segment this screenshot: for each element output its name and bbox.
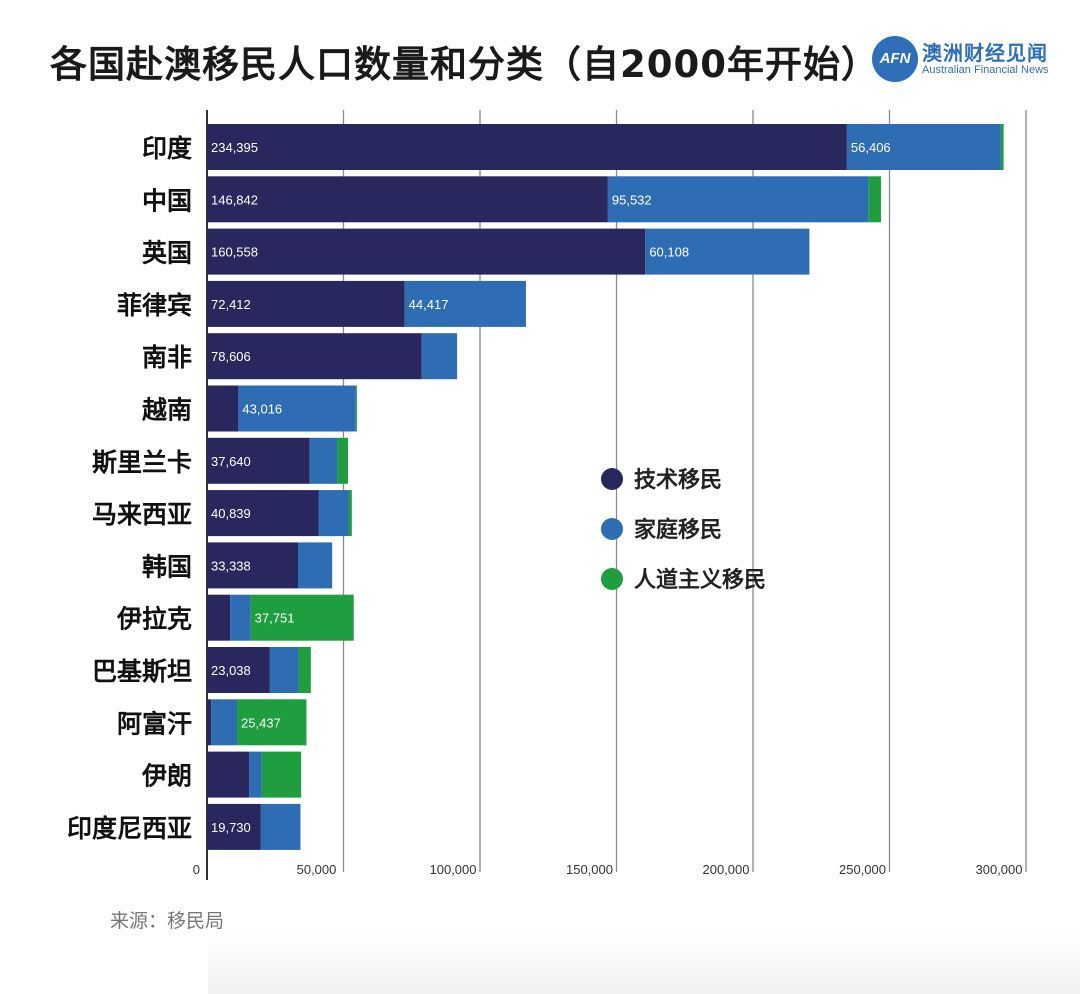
category-label: 马来西亚 xyxy=(92,500,192,529)
bar-segment xyxy=(645,228,810,275)
bar-segment xyxy=(230,594,251,641)
bar-segment xyxy=(318,490,349,537)
x-tick-label: 50,000 xyxy=(297,862,337,877)
bar-segment xyxy=(309,437,338,484)
bottom-background xyxy=(208,930,1080,994)
category-label: 印度 xyxy=(142,134,192,163)
legend-marker xyxy=(601,468,623,490)
category-label: 菲律宾 xyxy=(117,291,192,320)
x-tick-label: 200,000 xyxy=(703,862,750,877)
data-label: 160,558 xyxy=(211,245,258,260)
bar-segment xyxy=(207,228,646,275)
data-label: 25,437 xyxy=(241,715,281,730)
data-label: 72,412 xyxy=(211,297,251,312)
data-label: 234,395 xyxy=(211,140,258,155)
bar-segment xyxy=(207,751,250,798)
afn-logo: AFN 澳洲财经见闻 Australian Financial News xyxy=(872,36,1072,86)
logo-name-en: Australian Financial News xyxy=(922,64,1049,76)
data-label: 19,730 xyxy=(211,820,251,835)
bar-segment xyxy=(207,699,212,746)
x-tick-label: 300,000 xyxy=(976,862,1023,877)
bar-segment xyxy=(337,437,348,484)
category-label: 斯里兰卡 xyxy=(92,448,192,477)
legend-marker xyxy=(601,568,623,590)
bar-segment xyxy=(261,751,302,798)
bar-segment xyxy=(207,437,310,484)
bar-segment xyxy=(207,124,847,170)
data-label: 23,038 xyxy=(211,663,251,678)
x-tick-label: 150,000 xyxy=(566,862,613,877)
x-tick-label: 250,000 xyxy=(839,862,886,877)
data-label: 95,532 xyxy=(612,192,652,207)
legend-marker xyxy=(601,518,623,540)
bar-segment xyxy=(207,542,299,589)
category-label: 中国 xyxy=(142,186,192,215)
logo-name-cn: 澳洲财经见闻 xyxy=(922,41,1048,65)
data-label: 44,417 xyxy=(409,297,449,312)
data-label: 43,016 xyxy=(242,402,282,417)
afn-logo-icon: AFN xyxy=(872,36,918,82)
bar-segment xyxy=(269,647,299,693)
bar-segment xyxy=(298,647,311,693)
bar-segment xyxy=(207,647,270,693)
data-label: 56,406 xyxy=(851,140,891,155)
bar-segment xyxy=(846,124,1001,170)
category-label: 越南 xyxy=(142,396,192,425)
legend-label: 技术移民 xyxy=(634,467,722,493)
bar-segment xyxy=(298,542,333,589)
data-label: 37,640 xyxy=(211,454,251,469)
category-label: 英国 xyxy=(142,239,192,268)
x-tick-label: 0 xyxy=(193,862,200,877)
data-label: 33,338 xyxy=(211,558,251,573)
category-label: 韩国 xyxy=(142,552,192,581)
category-label: 南非 xyxy=(142,343,192,372)
bar-segment xyxy=(249,751,262,798)
source-note: 来源：移民局 xyxy=(110,910,225,932)
category-label: 伊朗 xyxy=(141,762,192,791)
data-label: 60,108 xyxy=(649,245,689,260)
bar-segment xyxy=(207,490,319,537)
data-label: 37,751 xyxy=(255,611,295,626)
bar-segment xyxy=(421,333,458,380)
data-label: 78,606 xyxy=(211,349,251,364)
legend-label: 人道主义移民 xyxy=(634,567,766,593)
category-label: 阿富汗 xyxy=(117,709,192,738)
bar-segment xyxy=(237,699,307,746)
data-label: 40,839 xyxy=(211,506,251,521)
bar-segment xyxy=(404,280,526,327)
bar-segment xyxy=(207,385,239,432)
bar-segment xyxy=(207,594,231,641)
data-label: 146,842 xyxy=(211,192,258,207)
bar-segment xyxy=(607,176,869,223)
category-label: 伊拉克 xyxy=(116,605,192,634)
bar-segment xyxy=(211,699,238,746)
bar-segment xyxy=(207,176,608,223)
bar-segment xyxy=(238,385,356,432)
bar-segment xyxy=(868,176,881,223)
category-label: 巴基斯坦 xyxy=(92,657,192,686)
bar-segment xyxy=(355,385,357,432)
bar-segment xyxy=(207,803,261,850)
bar-segment xyxy=(250,594,354,641)
x-tick-label: 100,000 xyxy=(430,862,477,877)
chart-title: 各国赴澳移民人口数量和分类（自2000年开始） xyxy=(50,43,879,86)
bar-segment xyxy=(1000,124,1004,170)
legend-label: 家庭移民 xyxy=(634,517,722,543)
category-label: 印度尼西亚 xyxy=(67,814,192,843)
bar-segment xyxy=(348,490,352,537)
bar-segment xyxy=(260,803,301,850)
bar-segment xyxy=(207,333,422,380)
bar-segment xyxy=(207,280,405,327)
